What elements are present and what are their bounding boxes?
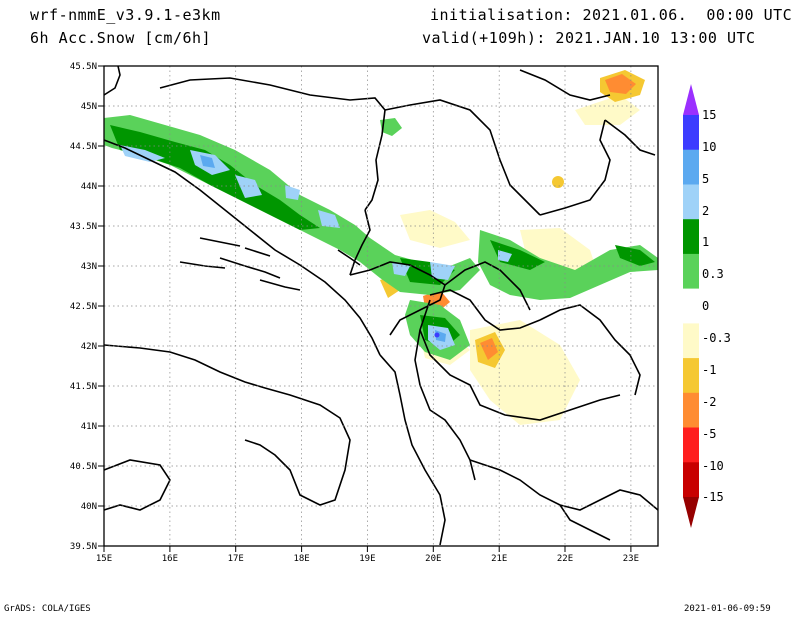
cb-label: -5 xyxy=(702,427,716,441)
field-name: 6h Acc.Snow [cm/6h] xyxy=(30,29,212,47)
cb-label: 15 xyxy=(702,108,716,122)
lon-label: 19E xyxy=(359,554,375,564)
colorbar-labels: 15 10 5 2 1 0.3 0 -0.3 -1 -2 -5 -10 -15 xyxy=(702,108,731,504)
lat-label: 40.5N xyxy=(70,462,97,472)
coastline-borders xyxy=(103,65,659,546)
colorbar-boxes xyxy=(683,115,699,498)
colorbar-box xyxy=(683,288,699,324)
lon-label: 22E xyxy=(557,554,573,564)
footer-timestamp: 2021-01-06-09:59 xyxy=(684,604,771,614)
lon-label: 18E xyxy=(293,554,309,564)
cb-label: -2 xyxy=(702,395,716,409)
axis-ticks xyxy=(98,65,632,552)
lat-label: 44N xyxy=(81,182,97,192)
cb-label: 5 xyxy=(702,172,709,186)
cb-label: 0.3 xyxy=(702,267,724,281)
latitude-labels: 45.5N 45N 44.5N 44N 43.5N 43N 42.5N 42N … xyxy=(70,62,97,552)
init-time: initialisation: 2021.01.06. 00:00 UTC xyxy=(430,6,793,24)
graticule xyxy=(104,66,658,546)
lat-label: 44.5N xyxy=(70,142,97,152)
colorbar-box xyxy=(683,149,699,185)
colorbar-box xyxy=(683,115,699,151)
lon-label: 15E xyxy=(96,554,112,564)
colorbar-box xyxy=(683,219,699,255)
lat-label: 42.5N xyxy=(70,302,97,312)
model-name: wrf-nmmE_v3.9.1-e3km xyxy=(30,6,221,24)
colorbar-box xyxy=(683,462,699,498)
colorbar-box xyxy=(683,427,699,463)
cb-label: 1 xyxy=(702,235,709,249)
colorbar-box xyxy=(683,392,699,428)
valid-time: valid(+109h): 2021.JAN.10 13:00 UTC xyxy=(422,29,756,47)
cb-label: -0.3 xyxy=(702,331,731,345)
cb-label: 0 xyxy=(702,299,709,313)
colorbar-box xyxy=(683,253,699,290)
cb-label: -15 xyxy=(702,490,724,504)
colorbar-box xyxy=(683,358,699,394)
cb-label: 10 xyxy=(702,140,716,154)
snow-field xyxy=(104,70,658,425)
colorbar-bottom-arrow xyxy=(683,497,699,528)
lon-label: 16E xyxy=(162,554,178,564)
lat-label: 42N xyxy=(81,342,97,352)
colorbar-top-arrow xyxy=(683,84,699,115)
lon-label: 21E xyxy=(491,554,507,564)
lon-label: 20E xyxy=(425,554,441,564)
lat-label: 45.5N xyxy=(70,62,97,72)
footer-credit: GrADS: COLA/IGES xyxy=(4,604,91,614)
cb-label: 2 xyxy=(702,204,709,218)
lon-label: 17E xyxy=(228,554,244,564)
lat-label: 41.5N xyxy=(70,382,97,392)
lon-label: 23E xyxy=(623,554,639,564)
cb-label: -1 xyxy=(702,363,716,377)
colorbar-box xyxy=(683,323,699,359)
lat-label: 43.5N xyxy=(70,222,97,232)
lat-label: 40N xyxy=(81,502,97,512)
colorbar: 15 10 5 2 1 0.3 0 -0.3 -1 -2 -5 -10 -15 xyxy=(683,84,731,528)
colorbar-box xyxy=(683,184,699,220)
lat-label: 41N xyxy=(81,422,97,432)
cb-label: -10 xyxy=(702,459,724,473)
lat-label: 43N xyxy=(81,262,97,272)
longitude-labels: 15E 16E 17E 18E 19E 20E 21E 22E 23E xyxy=(96,554,639,564)
lat-label: 39.5N xyxy=(70,542,97,552)
lat-label: 45N xyxy=(81,102,97,112)
